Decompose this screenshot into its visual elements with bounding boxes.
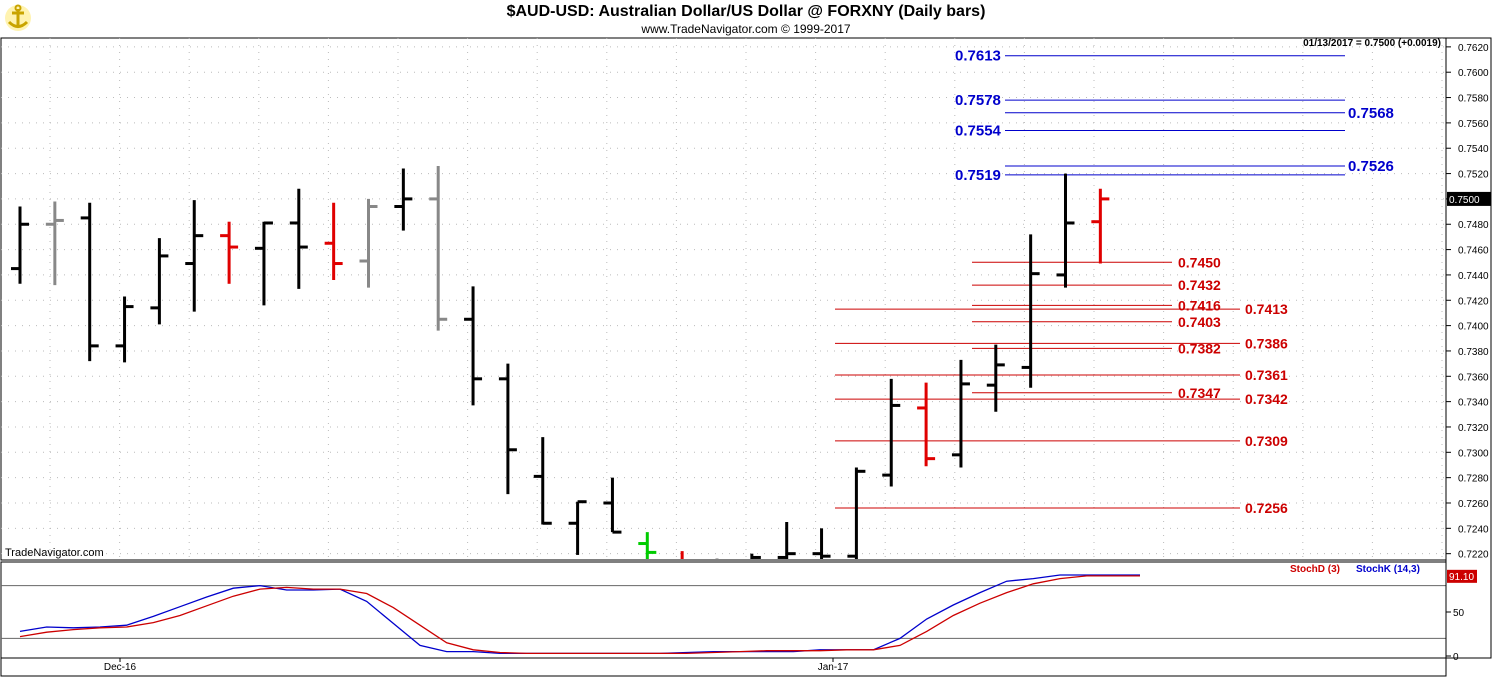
price-tick-label: 0.7260 <box>1458 499 1489 510</box>
price-level-label: 0.7450 <box>1178 254 1221 270</box>
ohlc-bar <box>533 437 552 525</box>
ohlc-bar <box>882 378 901 487</box>
price-tick-label: 0.7560 <box>1458 119 1489 130</box>
stoch-grid: StochD (3) StochK (14,3) <box>0 561 1447 677</box>
price-tick-label: 0.7280 <box>1458 474 1489 485</box>
price-level-label: 0.7526 <box>1348 158 1394 175</box>
ohlc-bar <box>45 201 64 286</box>
date-tick-label: Dec-16 <box>104 662 137 673</box>
date-axis-frame <box>0 657 1447 677</box>
watermark-text: TradeNavigator.com <box>5 547 104 559</box>
price-levels: 0.7613 0.7578 0.7568 0.7554 0.7526 0.7519 0.74… <box>835 48 1394 516</box>
ohlc-bar <box>289 188 308 289</box>
price-tick-label: 0.7580 <box>1458 94 1489 105</box>
last-price-box <box>1447 191 1491 206</box>
ohlc-bar <box>498 363 517 495</box>
price-tick-label: 0.7220 <box>1458 550 1489 561</box>
ohlc-bar <box>11 206 29 284</box>
ohlc-bar <box>951 359 970 468</box>
price-tick-label: 0.7600 <box>1458 68 1489 79</box>
ohlc-bar <box>80 202 99 362</box>
ohlc-bar <box>220 221 239 284</box>
price-tick-label: 0.7620 <box>1458 43 1489 54</box>
ohlc-bar <box>185 200 204 312</box>
price-level-label: 0.7403 <box>1178 314 1221 330</box>
stoch-panel-frame <box>0 561 1447 659</box>
info-label: 01/13/2017 = 0.7500 (+0.0019) <box>1303 38 1441 49</box>
stoch-series-line <box>19 575 1140 655</box>
ohlc-bar <box>150 238 169 325</box>
price-level-label: 0.7309 <box>1245 433 1288 449</box>
price-level-label: 0.7568 <box>1348 105 1394 122</box>
ohlc-bar <box>1021 234 1040 388</box>
ohlc-bar <box>1056 173 1075 288</box>
ohlc-bar <box>777 521 796 559</box>
ohlc-bar <box>394 168 413 231</box>
price-tick-label: 0.7300 <box>1458 448 1489 459</box>
ohlc-bar <box>254 221 273 306</box>
price-tick-label: 0.7380 <box>1458 347 1489 358</box>
price-tick-label: 0.7520 <box>1458 170 1489 181</box>
price-level-label: 0.7519 <box>955 167 1001 184</box>
price-level-label: 0.7342 <box>1245 391 1288 407</box>
ohlc-bar <box>638 532 657 559</box>
price-panel-frame <box>0 37 1447 561</box>
price-tick-label: 0.7440 <box>1458 271 1489 282</box>
price-grid <box>0 37 1447 561</box>
price-level-label: 0.7256 <box>1245 500 1288 516</box>
price-tick-label: 0.7400 <box>1458 322 1489 333</box>
price-tick-label: 0.7540 <box>1458 144 1489 155</box>
stoch-tick-label: 50 <box>1453 608 1465 619</box>
stoch-legend-item: StochK (14,3) <box>1356 564 1420 575</box>
price-tick-label: 0.7480 <box>1458 220 1489 231</box>
price-level-label: 0.7613 <box>955 48 1001 65</box>
ohlc-bar <box>750 553 761 559</box>
stoch-last-value-label: 91.10 <box>1449 572 1474 583</box>
ohlc-bar <box>847 467 866 559</box>
ohlc-bar <box>429 165 448 331</box>
price-tick-label: 0.7240 <box>1458 524 1489 535</box>
ohlc-bar <box>986 344 1005 412</box>
anchor-logo-icon <box>3 3 33 33</box>
price-level-label: 0.7382 <box>1178 340 1221 356</box>
last-price-label: 0.7500 <box>1449 195 1480 206</box>
price-tick-label: 0.7320 <box>1458 423 1489 434</box>
chart-subtitle: www.TradeNavigator.com © 1999-2017 <box>641 22 851 36</box>
stoch-last-value-box <box>1447 569 1477 583</box>
price-level-label: 0.7361 <box>1245 367 1288 383</box>
price-level-label: 0.7386 <box>1245 335 1288 351</box>
price-level-label: 0.7416 <box>1178 297 1221 313</box>
ohlc-bar <box>1091 188 1110 264</box>
chart-header: $AUD-USD: Australian Dollar/US Dollar @ … <box>0 0 1492 38</box>
chart-title: $AUD-USD: Australian Dollar/US Dollar @ … <box>506 3 986 20</box>
price-tick-label: 0.7360 <box>1458 372 1489 383</box>
price-axis: 0.7620 0.7600 0.7580 0.7560 0.7540 0.7520 0.75… <box>104 37 1492 673</box>
stochastic-lines <box>19 574 1140 655</box>
price-level-label: 0.7413 <box>1245 301 1288 317</box>
ohlc-bar <box>568 500 587 555</box>
stoch-legend-item: StochD (3) <box>1290 564 1340 575</box>
ohlc-bars <box>11 165 1110 559</box>
axis-frame <box>1445 37 1492 659</box>
price-level-label: 0.7578 <box>955 92 1001 109</box>
ohlc-bar <box>603 477 622 534</box>
price-level-label: 0.7554 <box>955 122 1002 139</box>
ohlc-bar <box>464 286 483 406</box>
ohlc-bar <box>324 202 343 280</box>
price-tick-label: 0.7340 <box>1458 398 1489 409</box>
price-tick-label: 0.7420 <box>1458 296 1489 307</box>
price-level-label: 0.7347 <box>1178 385 1221 401</box>
price-tick-label: 0.7460 <box>1458 246 1489 257</box>
price-level-label: 0.7432 <box>1178 277 1221 293</box>
date-tick-label: Jan-17 <box>818 662 849 673</box>
ohlc-bar <box>359 198 378 288</box>
ohlc-bar <box>115 296 134 363</box>
ohlc-bar <box>812 528 831 559</box>
ohlc-bar <box>917 382 936 467</box>
stoch-tick-label: 0 <box>1453 652 1459 663</box>
